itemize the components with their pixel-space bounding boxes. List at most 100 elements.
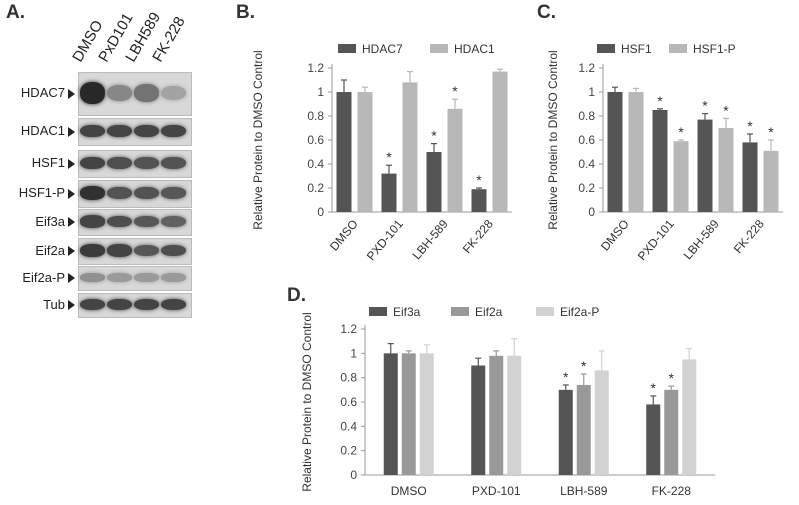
blot-band (80, 215, 105, 228)
legend-swatch (451, 307, 469, 316)
blot-band (161, 156, 186, 170)
y-axis-label: Relative Protein to DMSO Control (300, 312, 314, 491)
blot-band (80, 156, 105, 170)
y-tick-label: 0.8 (578, 109, 595, 123)
x-tick-label: FK-228 (460, 217, 496, 256)
blot-band (107, 156, 132, 170)
chart-d: 0 0.2 0.4 0.6 0.8 1 1.2 Relative Protein to DMS… (300, 305, 715, 498)
bar (607, 92, 623, 212)
y-tick-label: 0.8 (307, 109, 324, 123)
legend-swatch (369, 307, 387, 316)
blot-row-label: HSF1-P (0, 185, 75, 200)
legend-label: Eif3a (393, 305, 421, 319)
bar (697, 119, 713, 212)
blot-band (161, 215, 186, 228)
blot-band (107, 273, 132, 282)
bar (507, 355, 522, 475)
blot-band (161, 298, 186, 311)
x-tick-label: PXD-101 (635, 217, 677, 264)
blot-band (107, 298, 132, 311)
blot-band (107, 124, 132, 138)
y-axis-label: Relative Protein to DMSO Control (546, 50, 560, 229)
legend-label: HDAC1 (454, 42, 495, 56)
blot-band (107, 84, 132, 102)
bar (401, 353, 416, 475)
y-tick-label: 0.6 (340, 395, 357, 409)
bar (492, 71, 508, 212)
bar (447, 108, 463, 212)
significance-star: * (723, 102, 729, 118)
significance-star: * (669, 370, 675, 386)
bar (763, 150, 779, 212)
bar (419, 353, 434, 475)
bar (652, 110, 668, 212)
y-tick-label: 0.4 (340, 419, 357, 433)
panel-b-label: B. (236, 2, 255, 23)
blot-band (80, 186, 105, 200)
y-tick-label: 0.2 (340, 444, 357, 458)
bar (718, 128, 734, 212)
arrow-icon (68, 158, 75, 169)
significance-star: * (702, 98, 708, 114)
bar (673, 141, 689, 212)
x-tick-label: DMSO (327, 217, 361, 254)
x-tick-label: PXD-101 (364, 217, 406, 264)
bar (594, 370, 609, 475)
significance-star: * (747, 118, 753, 134)
bar (628, 92, 644, 212)
legend-label: HSF1-P (693, 42, 736, 56)
blot-band (80, 244, 105, 257)
blot-band (161, 124, 186, 138)
y-tick-label: 1.2 (578, 61, 595, 75)
y-tick-label: 0 (350, 468, 357, 482)
bar (471, 365, 486, 475)
legend-label: HSF1 (621, 42, 652, 56)
legend-swatch (597, 44, 615, 53)
bar (489, 355, 504, 475)
legend-swatch (669, 44, 687, 53)
bar (383, 353, 398, 475)
bar (742, 142, 758, 212)
legend-swatch (338, 44, 356, 53)
legend-swatch (536, 307, 554, 316)
western-blot: DMSO PxD101 LBH589 FK-228 HDAC7 HDAC1 HSF1 HSF1… (0, 0, 240, 330)
y-tick-label: 1 (588, 85, 595, 99)
arrow-icon (68, 88, 75, 99)
blot-band (134, 215, 159, 228)
blot-row-label: Eif2a-P (0, 270, 75, 285)
bar (646, 404, 661, 475)
y-tick-label: 0.2 (578, 181, 595, 195)
blot-band (107, 244, 132, 257)
x-tick-label: DMSO (598, 217, 632, 254)
x-tick-label: DMSO (391, 484, 427, 498)
significance-star: * (563, 369, 569, 385)
y-tick-label: 1 (350, 346, 357, 360)
arrow-icon (68, 273, 75, 284)
significance-star: * (651, 380, 657, 396)
blot-band (80, 273, 105, 282)
significance-star: * (476, 172, 482, 188)
blot-band (134, 186, 159, 200)
y-tick-label: 0.4 (578, 157, 595, 171)
blot-row-label: Tub (0, 297, 75, 312)
y-tick-label: 0.2 (307, 181, 324, 195)
legend-label: Eif2a-P (560, 305, 599, 319)
x-tick-label: FK-228 (652, 484, 692, 498)
blot-band (161, 273, 186, 282)
bar (471, 189, 487, 212)
blot-row-label: HSF1 (0, 155, 75, 170)
significance-star: * (452, 83, 458, 99)
y-axis-label: Relative Protein to DMSO Control (251, 50, 265, 229)
blot-band (161, 85, 186, 101)
blot-band (134, 156, 159, 170)
chart-c: 0 0.2 0.4 0.6 0.8 1 1.2 Relative Protein to DMS… (546, 42, 783, 264)
y-tick-label: 1.2 (340, 322, 357, 336)
blot-band (161, 187, 186, 199)
blot-band (80, 298, 105, 311)
y-tick-label: 1.2 (307, 61, 324, 75)
arrow-icon (68, 217, 75, 228)
bar (381, 173, 397, 212)
blot-band (80, 124, 105, 138)
legend-label: Eif2a (475, 305, 503, 319)
panel-c-label: C. (537, 2, 556, 23)
